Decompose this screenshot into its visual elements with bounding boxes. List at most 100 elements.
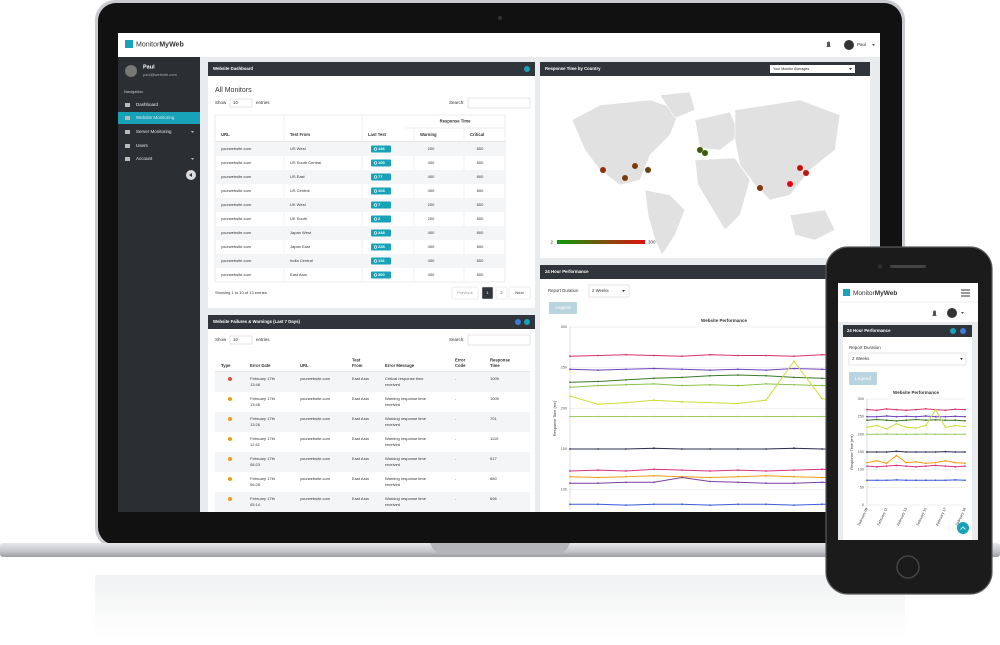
cell-warning: 400 bbox=[428, 230, 435, 235]
y-axis-label: Response Time (ms) bbox=[850, 434, 854, 470]
bell-icon[interactable] bbox=[932, 310, 937, 317]
data-point bbox=[597, 354, 599, 357]
panel-tool[interactable] bbox=[524, 66, 530, 72]
refresh-icon bbox=[373, 259, 378, 263]
cell-critical: 800 bbox=[477, 160, 484, 165]
data-point bbox=[885, 428, 888, 430]
panel-tool[interactable] bbox=[960, 328, 966, 334]
cell-url: yourwebsite.com bbox=[221, 258, 252, 263]
data-point bbox=[875, 433, 878, 436]
data-point bbox=[944, 450, 947, 453]
cell-warning: 200 bbox=[428, 202, 435, 207]
page-button[interactable] bbox=[451, 286, 479, 300]
menu-hit[interactable] bbox=[959, 287, 972, 299]
data-point bbox=[944, 459, 947, 462]
map-dot bbox=[696, 146, 704, 154]
page-button[interactable] bbox=[508, 286, 531, 300]
bell-icon[interactable] bbox=[826, 41, 831, 48]
page-size-select[interactable] bbox=[229, 98, 253, 108]
cell-location: East Asia bbox=[352, 496, 369, 501]
data-point bbox=[866, 465, 868, 468]
top-bar bbox=[118, 33, 880, 57]
data-point bbox=[875, 479, 878, 482]
panel-tool[interactable] bbox=[515, 319, 521, 325]
last-test-value: 146 bbox=[378, 146, 385, 151]
data-point bbox=[866, 479, 868, 482]
data-point bbox=[709, 383, 711, 386]
data-point bbox=[924, 465, 927, 468]
data-point bbox=[924, 479, 927, 482]
page-button[interactable] bbox=[495, 286, 508, 300]
cell-url: yourwebsite.com bbox=[221, 202, 252, 207]
refresh-icon bbox=[373, 203, 378, 207]
avatar[interactable] bbox=[844, 40, 854, 50]
data-point bbox=[944, 415, 947, 418]
search-input[interactable] bbox=[467, 334, 531, 346]
data-point bbox=[954, 465, 957, 468]
cell-warning: 200 bbox=[428, 216, 435, 221]
data-point bbox=[905, 409, 908, 412]
data-point bbox=[954, 424, 957, 427]
show-label: Show bbox=[215, 100, 227, 105]
data-point bbox=[625, 470, 627, 472]
panel-title: Website Failures & Warnings (Last 7 Days… bbox=[213, 319, 300, 324]
data-point bbox=[934, 415, 937, 418]
panel-tool[interactable] bbox=[950, 328, 956, 334]
legend-button[interactable] bbox=[849, 372, 877, 385]
data-point bbox=[924, 451, 927, 453]
cell-date: 08:23 bbox=[250, 462, 261, 467]
cell-code: - bbox=[455, 416, 457, 421]
cell-url: yourwebsite.com bbox=[300, 496, 331, 501]
cell-url: yourwebsite.com bbox=[221, 174, 252, 179]
page-button[interactable] bbox=[481, 286, 494, 300]
search-input[interactable] bbox=[467, 97, 531, 109]
laptop-screen: MonitorMyWeb PaulPaulpaul@website.comNavi… bbox=[118, 33, 880, 512]
data-point bbox=[597, 415, 599, 418]
cell-warning: 200 bbox=[428, 146, 435, 151]
data-point bbox=[821, 476, 823, 479]
nav-item[interactable]: Website Monitoring bbox=[136, 115, 175, 120]
data-point bbox=[793, 482, 795, 485]
nav-icon bbox=[125, 157, 130, 161]
data-point bbox=[821, 384, 823, 387]
nav-item[interactable]: Account bbox=[136, 156, 153, 161]
last-test-value: 228 bbox=[378, 244, 385, 249]
data-point bbox=[709, 476, 711, 479]
x-tick-label: February 11 bbox=[877, 507, 889, 526]
page-size-select[interactable] bbox=[229, 335, 253, 345]
data-point bbox=[895, 479, 898, 481]
data-point bbox=[681, 476, 683, 479]
nav-item[interactable]: Users bbox=[136, 143, 149, 148]
column-header: Critical bbox=[470, 132, 484, 137]
data-point bbox=[653, 367, 655, 370]
data-point bbox=[954, 415, 957, 418]
data-point bbox=[709, 353, 711, 356]
duration-select[interactable] bbox=[848, 352, 967, 366]
data-point bbox=[793, 415, 795, 418]
home-button[interactable] bbox=[896, 555, 920, 579]
refresh-icon bbox=[373, 161, 378, 165]
nav-caret bbox=[191, 131, 194, 133]
column-header: Error Message bbox=[385, 363, 415, 368]
duration-select[interactable] bbox=[588, 284, 630, 298]
data-point bbox=[895, 415, 898, 418]
data-point bbox=[885, 479, 888, 482]
refresh-icon bbox=[373, 189, 378, 193]
avatar[interactable] bbox=[947, 308, 957, 318]
scroll-top-button[interactable] bbox=[957, 522, 969, 534]
panel-tool[interactable] bbox=[524, 319, 530, 325]
nav-item[interactable]: Server Monitoring bbox=[136, 129, 172, 134]
legend-button[interactable] bbox=[549, 302, 577, 314]
nav-active bbox=[118, 112, 200, 124]
logo bbox=[843, 289, 850, 296]
cell-date: 13:48 bbox=[250, 402, 261, 407]
data-point bbox=[569, 448, 571, 450]
map-dot bbox=[756, 184, 764, 192]
map-select[interactable] bbox=[770, 65, 855, 73]
data-point bbox=[895, 450, 898, 453]
cell-date: February 17th bbox=[250, 436, 275, 441]
refresh-icon bbox=[373, 217, 378, 221]
data-point bbox=[866, 461, 868, 464]
cell-warning: 400 bbox=[428, 174, 435, 179]
nav-item[interactable]: Dashboard bbox=[136, 102, 159, 107]
